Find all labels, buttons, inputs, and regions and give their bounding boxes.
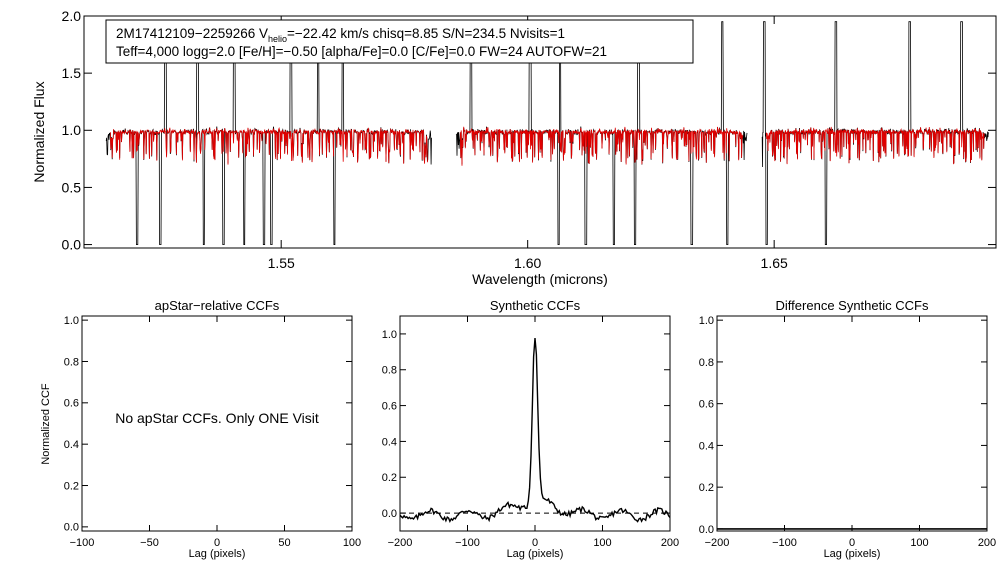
spectrum-plot-frame — [83, 15, 997, 249]
x-tick-label: −200 — [705, 537, 730, 549]
y-tick-label: 1.0 — [382, 329, 397, 341]
apstar-ccf-x-label: Lag (pixels) — [189, 548, 246, 560]
y-tick-label: 1.0 — [64, 315, 79, 327]
spectrum-x-label: Wavelength (microns) — [472, 271, 608, 287]
difference-ccf-axes: −200 −100 0 100 200 0.0 0.2 0.4 0.6 0.8 1.0 — [699, 315, 996, 549]
x-tick-label: 200 — [661, 537, 679, 549]
y-tick-label: 0.0 — [64, 522, 79, 534]
y-tick-label: 0.2 — [699, 482, 714, 494]
x-tick-label: 1.60 — [514, 255, 541, 271]
x-tick-label: 100 — [593, 537, 611, 549]
y-tick-label: 0.4 — [382, 436, 397, 448]
y-tick-label: 0.8 — [64, 356, 79, 368]
apstar-ccf-axes: −100 −50 0 50 100 0.0 0.2 0.4 0.6 0.8 1.0 — [64, 315, 361, 549]
model-spectrum-series — [110, 126, 985, 166]
difference-ccf-panel: −200 −100 0 100 200 0.0 0.2 0.4 0.6 0.8 1.0 Differ… — [699, 298, 996, 560]
x-tick-label: 0 — [532, 537, 538, 549]
x-tick-label: −100 — [455, 537, 480, 549]
model-spectrum-chip-2 — [459, 126, 744, 166]
synthetic-ccf-title: Synthetic CCFs — [490, 298, 581, 313]
x-tick-label: 1.55 — [268, 255, 295, 271]
synthetic-ccf-plot-frame — [399, 315, 671, 532]
spectrum-title-line2: Teff=4,000 logg=2.0 [Fe/H]=−0.50 [alpha/… — [116, 44, 607, 59]
title-subscript: helio — [268, 34, 287, 44]
y-tick-label: 0.0 — [382, 508, 397, 520]
difference-ccf-title: Difference Synthetic CCFs — [776, 298, 929, 313]
synthetic-ccf-axes: −200 −100 0 100 200 0.0 0.2 0.4 0.6 0.8 1.0 — [382, 316, 679, 549]
x-tick-label: 200 — [978, 537, 996, 549]
x-tick-label: −50 — [140, 537, 159, 549]
y-tick-label: 0.0 — [699, 524, 714, 536]
x-tick-label: 100 — [910, 537, 928, 549]
x-tick-label: 50 — [278, 537, 290, 549]
x-tick-label: −100 — [772, 537, 797, 549]
spectrum-title-line1: 2M17412109−2259266 Vhelio=−22.42 km/s ch… — [116, 26, 565, 44]
x-tick-label: 0 — [214, 537, 220, 549]
y-tick-label: 0.6 — [64, 398, 79, 410]
synthetic-ccf-x-label: Lag (pixels) — [507, 548, 564, 560]
difference-ccf-plot-frame — [716, 315, 988, 532]
spectrum-y-label: Normalized Flux — [31, 81, 47, 182]
title-suffix: =−22.42 km/s chisq=8.85 S/N=234.5 Nvisit… — [287, 26, 565, 41]
y-tick-label: 0.4 — [64, 439, 79, 451]
apstar-ccf-annotation: No apStar CCFs. Only ONE Visit — [115, 410, 319, 426]
x-tick-label: 1.65 — [761, 255, 788, 271]
x-tick-label: −100 — [70, 537, 95, 549]
y-tick-label: 0.6 — [382, 400, 397, 412]
difference-ccf-x-label: Lag (pixels) — [824, 548, 881, 560]
y-tick-label: 0.6 — [699, 399, 714, 411]
y-tick-label: 0.5 — [62, 179, 82, 195]
apstar-ccf-panel: −100 −50 0 50 100 0.0 0.2 0.4 0.6 0.8 1.0 apStar−r… — [40, 298, 361, 560]
apstar-ccf-title: apStar−relative CCFs — [155, 298, 280, 313]
y-tick-label: 0.2 — [382, 472, 397, 484]
title-prefix: 2M17412109−2259266 V — [116, 26, 268, 41]
y-tick-label: 0.8 — [699, 357, 714, 369]
y-tick-label: 1.5 — [62, 65, 82, 81]
spectrum-panel: 1.55 1.60 1.65 0.0 0.5 1.0 1.5 2.0 2M17412109−2… — [31, 8, 997, 287]
synthetic-ccf-panel: −200 −100 0 100 200 0.0 0.2 0.4 0.6 0.8 1.0 Synthe… — [382, 298, 679, 560]
y-tick-label: 1.0 — [62, 122, 82, 138]
y-tick-label: 1.0 — [699, 315, 714, 327]
synthetic-ccf-series — [399, 337, 671, 524]
x-tick-label: 0 — [849, 537, 855, 549]
y-tick-label: 2.0 — [62, 8, 82, 24]
x-tick-label: −200 — [388, 537, 413, 549]
y-tick-label: 0.8 — [382, 365, 397, 377]
synthetic-ccf-line — [399, 337, 671, 524]
y-tick-label: 0.4 — [699, 440, 714, 452]
model-spectrum-chip-3 — [765, 126, 985, 165]
spectrum-title-box-frame — [105, 19, 694, 64]
spectrum-title-box: 2M17412109−2259266 Vhelio=−22.42 km/s ch… — [105, 19, 694, 64]
y-tick-label: 0.2 — [64, 480, 79, 492]
apstar-ccf-y-label: Normalized CCF — [40, 383, 52, 465]
x-tick-label: 100 — [343, 537, 361, 549]
model-spectrum-chip-1 — [110, 126, 428, 165]
y-tick-label: 0.0 — [62, 236, 82, 252]
